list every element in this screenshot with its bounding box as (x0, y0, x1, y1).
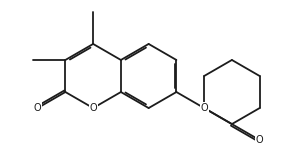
Text: O: O (89, 103, 97, 113)
Text: O: O (200, 103, 208, 113)
Text: O: O (34, 103, 41, 113)
Text: O: O (256, 135, 263, 145)
